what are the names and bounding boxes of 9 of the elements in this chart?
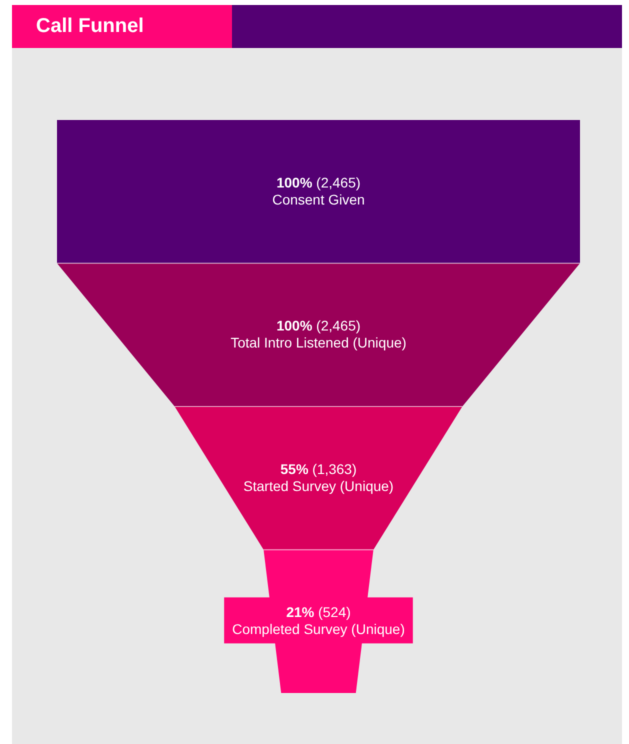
category-label: Total Intro Listened (Unique) bbox=[230, 334, 406, 351]
category-label: Completed Survey (Unique) bbox=[232, 621, 405, 638]
text: Call Funnel bbox=[36, 15, 144, 38]
data-label: 21% (524) bbox=[286, 604, 351, 620]
data-label: 100% (2,465) bbox=[276, 318, 361, 334]
data-label: 100% (2,465) bbox=[276, 174, 361, 190]
category-label: Started Survey (Unique) bbox=[243, 478, 394, 494]
data-label: 55% (1,363) bbox=[280, 460, 357, 477]
category-label: Consent Given bbox=[272, 191, 365, 208]
